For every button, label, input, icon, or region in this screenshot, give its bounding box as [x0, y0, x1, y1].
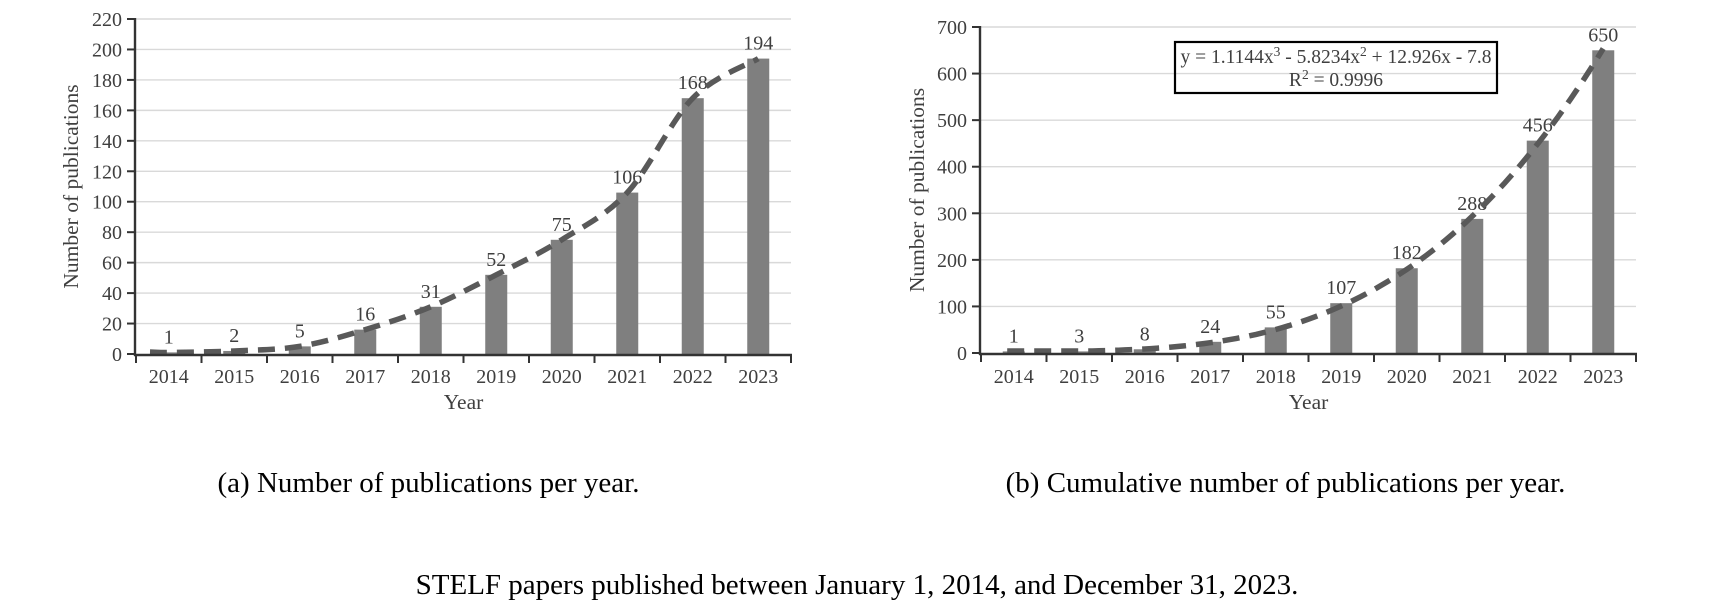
bar: [1264, 327, 1287, 353]
y-tick-label: 20: [102, 314, 122, 336]
x-tick-label: 2020: [542, 366, 582, 388]
caption-panel-b: (b) Cumulative number of publications pe…: [1005, 467, 1566, 499]
bar-value-label: 182: [1392, 242, 1422, 264]
bar: [1461, 218, 1484, 353]
y-tick-label: 600: [937, 64, 967, 86]
bar: [1395, 268, 1418, 353]
y-axis-title: Number of publications: [905, 88, 929, 292]
x-tick-label: 2014: [149, 366, 189, 388]
figure-caption: STELF papers published between January 1…: [415, 569, 1299, 601]
x-tick-label: 2017: [345, 366, 385, 388]
y-tick-label: 160: [92, 100, 122, 122]
y-tick-label: 180: [92, 70, 122, 92]
bar: [681, 98, 704, 354]
y-tick-label: 0: [112, 344, 122, 366]
x-tick-label: 2015: [1059, 366, 1099, 388]
x-tick-label: 2022: [1518, 366, 1558, 388]
bar: [1526, 140, 1549, 353]
bar: [354, 329, 377, 354]
subcaptions-row: (a) Number of publications per year. (b)…: [0, 466, 1714, 500]
x-tick-label: 2018: [1256, 366, 1296, 388]
charts-row: 1 2 5 16 31 52 75 106 168 194 0 20 40 60 80 100 120 140 16…: [59, 9, 1637, 414]
bar-value-label: 107: [1326, 277, 1356, 299]
bar-value-label: 194: [743, 33, 773, 55]
bar-value-label: 106: [612, 167, 642, 189]
y-tick-label: 500: [937, 110, 967, 132]
y-tick-label: 220: [92, 9, 122, 31]
x-tick-label: 2022: [673, 366, 713, 388]
bar: [1068, 351, 1091, 353]
bar: [157, 352, 180, 354]
x-axis-title: Year: [1289, 390, 1329, 414]
equation-line2: R2 = 0.9996: [1289, 67, 1383, 91]
y-tick-label: 200: [937, 250, 967, 272]
x-tick-label: 2020: [1387, 366, 1427, 388]
y-tick-label: 100: [937, 296, 967, 318]
chart-b: 1 3 8 24 55 107 182 288 456 650 0 100 200 300 400 500 60…: [905, 17, 1637, 414]
bar-value-label: 2: [229, 325, 239, 347]
trend-line: [1007, 47, 1606, 354]
bar-value-label: 456: [1523, 115, 1553, 137]
bar-value-label: 1: [1009, 325, 1019, 347]
bar-value-label: 52: [486, 249, 506, 271]
x-tick-label: 2023: [738, 366, 778, 388]
bar-value-label: 288: [1457, 193, 1487, 215]
y-tick-label: 40: [102, 283, 122, 305]
y-tick-label: 300: [937, 203, 967, 225]
x-axis-title: Year: [444, 390, 484, 414]
x-tick-label: 2014: [994, 366, 1034, 388]
bar-value-label: 8: [1140, 323, 1150, 345]
x-tick-label: 2021: [1452, 366, 1492, 388]
bar: [1330, 303, 1353, 353]
y-tick-label: 700: [937, 17, 967, 39]
bar: [1592, 50, 1615, 354]
bar: [550, 239, 573, 354]
y-tick-label: 80: [102, 222, 122, 244]
x-tick-label: 2019: [1321, 366, 1361, 388]
bar-value-label: 55: [1266, 301, 1286, 323]
bar: [419, 306, 442, 354]
y-tick-label: 120: [92, 161, 122, 183]
bar: [747, 58, 770, 354]
equation-line1: y = 1.1144x3 - 5.8234x2 + 12.926x - 7.8: [1180, 44, 1491, 68]
bar-value-label: 3: [1074, 325, 1084, 347]
caption-panel-a: (a) Number of publications per year.: [217, 467, 640, 499]
y-tick-label: 140: [92, 131, 122, 153]
bar-value-label: 168: [678, 72, 708, 94]
x-tick-label: 2016: [280, 366, 320, 388]
trend-line: [149, 56, 760, 356]
y-tick-label: 400: [937, 157, 967, 179]
bar: [616, 192, 639, 354]
y-tick-label: 200: [92, 39, 122, 61]
y-axis-title: Number of publications: [59, 84, 83, 288]
chart-a: 1 2 5 16 31 52 75 106 168 194 0 20 40 60 80 100 120 140 16…: [59, 9, 792, 414]
bar-value-label: 650: [1588, 24, 1618, 46]
bar-value-label: 16: [355, 304, 375, 326]
bar-value-label: 75: [552, 214, 572, 236]
bar: [288, 346, 311, 354]
bar-value-label: 24: [1200, 316, 1220, 338]
x-tick-label: 2019: [476, 366, 516, 388]
equation-box: [1173, 40, 1499, 95]
y-tick-label: 0: [957, 343, 967, 365]
x-tick-label: 2021: [607, 366, 647, 388]
y-tick-label: 60: [102, 253, 122, 275]
x-tick-label: 2015: [214, 366, 254, 388]
y-tick-label: 100: [92, 192, 122, 214]
bar: [1199, 341, 1222, 353]
x-tick-label: 2016: [1125, 366, 1165, 388]
bar-value-label: 5: [295, 320, 305, 342]
bar-value-label: 31: [421, 281, 441, 303]
bar: [485, 274, 508, 354]
bar-value-label: 1: [164, 326, 174, 348]
x-tick-label: 2023: [1583, 366, 1623, 388]
x-tick-label: 2017: [1190, 366, 1230, 388]
x-tick-label: 2018: [411, 366, 451, 388]
